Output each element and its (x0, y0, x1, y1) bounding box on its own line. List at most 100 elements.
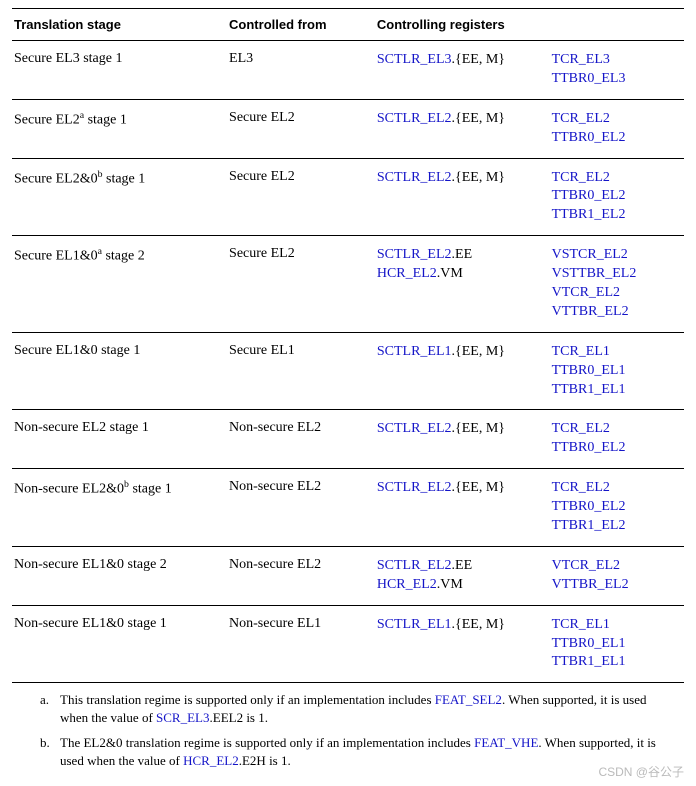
stage-text: Secure EL2 (14, 112, 80, 127)
register-suffix: .EE (452, 558, 473, 573)
register-suffix: .{EE, M} (452, 111, 506, 126)
footnote-b: b. The EL2&0 translation regime is suppo… (40, 734, 668, 769)
controlling-registers-cell-2: VTCR_EL2 VTTBR_EL2 (550, 546, 684, 605)
register-link: TCR_EL1 (552, 344, 610, 359)
register-link: HCR_EL2 (183, 753, 239, 768)
controlling-registers-cell-2: TCR_EL1 TTBR0_EL1 TTBR1_EL1 (550, 332, 684, 410)
table-row: Secure EL1&0 stage 1Secure EL1SCTLR_EL1.… (12, 332, 684, 410)
register-link: TTBR1_EL2 (552, 207, 626, 222)
stage-text: stage 2 (102, 249, 145, 264)
table-row: Secure EL3 stage 1EL3SCTLR_EL3.{EE, M}TC… (12, 41, 684, 100)
register-suffix: .{EE, M} (452, 344, 506, 359)
stage-cell: Secure EL1&0a stage 2 (12, 236, 227, 333)
register-entry: VTCR_EL2 (552, 557, 678, 576)
stage-text: Non-secure EL2&0 (14, 482, 124, 497)
footnotes: a. This translation regime is supported … (12, 691, 684, 769)
stage-text: Non-secure EL1&0 stage 2 (14, 557, 167, 572)
register-link: TTBR0_EL1 (552, 363, 626, 378)
controlling-registers-cell-2: TCR_EL2 TTBR0_EL2 (550, 99, 684, 158)
register-entry: VSTCR_EL2 (552, 246, 678, 265)
register-link: SCTLR_EL2 (377, 558, 452, 573)
register-link: VSTCR_EL2 (552, 247, 628, 262)
register-entry: HCR_EL2.VM (377, 576, 544, 595)
register-entry: SCTLR_EL3.{EE, M} (377, 51, 544, 70)
register-entry: TTBR1_EL1 (552, 381, 678, 400)
table-row: Secure EL1&0a stage 2Secure EL2SCTLR_EL2… (12, 236, 684, 333)
table-row: Non-secure EL2 stage 1 Non-secure EL2SCTL… (12, 410, 684, 469)
register-entry: SCTLR_EL2.EE (377, 246, 544, 265)
register-suffix: .VM (437, 266, 463, 281)
register-entry: TCR_EL2 (552, 169, 678, 188)
register-link: HCR_EL2 (377, 577, 437, 592)
register-entry: VTCR_EL2 (552, 284, 678, 303)
register-suffix: .{EE, M} (452, 480, 506, 495)
controlled-from-cell: Non-secure EL2 (227, 469, 375, 547)
controlling-registers-cell-2: TCR_EL2 TTBR0_EL2 (550, 410, 684, 469)
controlling-registers-cell-1: SCTLR_EL2.EEHCR_EL2.VM (375, 546, 550, 605)
stage-cell: Non-secure EL1&0 stage 1 (12, 605, 227, 683)
table-row: Non-secure EL1&0 stage 2 Non-secure EL2SC… (12, 546, 684, 605)
register-entry: TCR_EL2 (552, 420, 678, 439)
controlling-registers-cell-2: TCR_EL3TTBR0_EL3 (550, 41, 684, 100)
register-entry: TTBR1_EL2 (552, 517, 678, 536)
register-suffix: .{EE, M} (452, 170, 506, 185)
feat-link: FEAT_SEL2 (435, 692, 502, 707)
stage-cell: Secure EL1&0 stage 1 (12, 332, 227, 410)
stage-cell: Secure EL3 stage 1 (12, 41, 227, 100)
controlling-registers-cell-1: SCTLR_EL2.{EE, M} (375, 410, 550, 469)
footnote-marker: a. (40, 691, 60, 726)
register-entry: TTBR0_EL2 (552, 439, 678, 458)
register-link: TCR_EL2 (552, 480, 610, 495)
register-link: TTBR0_EL3 (552, 71, 626, 86)
register-entry: VTTBR_EL2 (552, 576, 678, 595)
register-link: VTCR_EL2 (552, 558, 620, 573)
stage-text: Secure EL3 stage 1 (14, 51, 122, 66)
register-entry: TTBR0_EL1 (552, 362, 678, 381)
controlling-registers-cell-1: SCTLR_EL3.{EE, M} (375, 41, 550, 100)
stage-cell: Non-secure EL2&0b stage 1 (12, 469, 227, 547)
register-entry: TTBR0_EL2 (552, 187, 678, 206)
register-link: SCTLR_EL1 (377, 344, 452, 359)
register-link: TCR_EL2 (552, 421, 610, 436)
register-link: VTCR_EL2 (552, 285, 620, 300)
register-link: TTBR0_EL1 (552, 636, 626, 651)
register-entry: TTBR1_EL2 (552, 206, 678, 225)
register-link: SCTLR_EL2 (377, 421, 452, 436)
controlled-from-cell: Non-secure EL2 (227, 546, 375, 605)
header-regs: Controlling registers (375, 9, 684, 41)
header-from: Controlled from (227, 9, 375, 41)
table-row: Secure EL2a stage 1Secure EL2SCTLR_EL2.{… (12, 99, 684, 158)
register-entry: VTTBR_EL2 (552, 303, 678, 322)
register-entry: HCR_EL2.VM (377, 265, 544, 284)
footnote-a: a. This translation regime is supported … (40, 691, 668, 726)
stage-text: Non-secure EL1&0 stage 1 (14, 616, 167, 631)
register-link: SCR_EL3 (156, 710, 209, 725)
register-entry: TCR_EL1 (552, 616, 678, 635)
controlled-from-cell: Secure EL2 (227, 236, 375, 333)
controlled-from-cell: Non-secure EL1 (227, 605, 375, 683)
register-link: SCTLR_EL2 (377, 247, 452, 262)
controlled-from-cell: Secure EL1 (227, 332, 375, 410)
register-entry: SCTLR_EL2.EE (377, 557, 544, 576)
stage-cell: Non-secure EL2 stage 1 (12, 410, 227, 469)
register-link: SCTLR_EL3 (377, 52, 452, 67)
header-stage: Translation stage (12, 9, 227, 41)
table-row: Non-secure EL2&0b stage 1Non-secure EL2S… (12, 469, 684, 547)
register-entry: SCTLR_EL2.{EE, M} (377, 169, 544, 188)
register-suffix: .{EE, M} (452, 617, 506, 632)
stage-text: stage 1 (129, 482, 172, 497)
controlled-from-cell: Non-secure EL2 (227, 410, 375, 469)
controlling-registers-cell-1: SCTLR_EL2.{EE, M} (375, 469, 550, 547)
stage-text: Non-secure EL2 stage 1 (14, 420, 149, 435)
register-suffix: .EE (452, 247, 473, 262)
register-suffix: .{EE, M} (452, 52, 506, 67)
register-link: TCR_EL2 (552, 111, 610, 126)
register-link: TTBR1_EL2 (552, 518, 626, 533)
register-link: VTTBR_EL2 (552, 577, 629, 592)
register-link: TTBR1_EL1 (552, 382, 626, 397)
register-entry: VSTTBR_EL2 (552, 265, 678, 284)
register-entry: TTBR0_EL2 (552, 129, 678, 148)
register-entry: TTBR0_EL3 (552, 70, 678, 89)
register-suffix: .{EE, M} (452, 421, 506, 436)
register-link: TCR_EL2 (552, 170, 610, 185)
